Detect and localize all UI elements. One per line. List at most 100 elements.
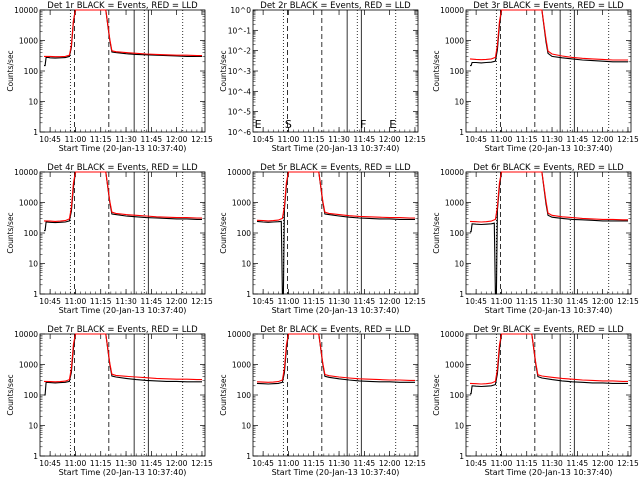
panel-title: Det 2r BLACK = Events, RED = LLD (260, 1, 411, 11)
x-tick-label: 11:45 (141, 297, 163, 306)
panel-title: Det 5r BLACK = Events, RED = LLD (260, 163, 411, 173)
y-tick-label: 10000 (440, 6, 464, 15)
y-tick-label: 1000 (445, 361, 464, 370)
x-axis-label: Start Time (20-Jan-13 10:37:40) (272, 306, 400, 315)
y-tick-label: 1000 (445, 199, 464, 208)
x-tick-label: 12:15 (617, 135, 639, 144)
series-events-line (44, 333, 202, 396)
x-tick-label: 11:45 (141, 459, 163, 468)
annotation-letter: E (255, 118, 262, 131)
y-tick-label: 10000 (440, 330, 464, 339)
x-tick-label: 11:45 (567, 297, 589, 306)
panel-title: Det 6r BLACK = Events, RED = LLD (473, 163, 624, 173)
x-tick-label: 11:30 (328, 297, 350, 306)
x-tick-label: 11:45 (567, 135, 589, 144)
series-events-line (470, 171, 628, 295)
x-tick-label: 12:15 (404, 135, 426, 144)
x-tick-label: 11:45 (354, 135, 376, 144)
x-tick-label: 11:00 (65, 135, 87, 144)
plot-frame (465, 9, 632, 133)
y-axis-label: Counts/sec (219, 212, 228, 253)
y-tick-label: 10000 (440, 168, 464, 177)
x-tick-label: 12:15 (617, 297, 639, 306)
y-tick-label: 1 (246, 290, 251, 299)
x-tick-label: 11:30 (541, 459, 563, 468)
y-tick-label: 1 (459, 290, 464, 299)
y-tick-label: 10 (241, 422, 251, 431)
x-tick-label: 12:00 (166, 297, 188, 306)
y-tick-label: 1000 (19, 361, 38, 370)
panel-title: Det 3r BLACK = Events, RED = LLD (473, 1, 624, 11)
series-events-line (470, 333, 628, 395)
y-tick-label: 10^-5 (228, 108, 252, 117)
y-tick-label: 10000 (14, 168, 38, 177)
x-tick-label: 11:30 (115, 297, 137, 306)
panel-det-4r: Det 4r BLACK = Events, RED = LLD 1 10 100 10… (6, 163, 213, 315)
y-tick-label: 10^-2 (228, 47, 252, 56)
x-tick-label: 10:45 (252, 135, 274, 144)
x-tick-label: 11:45 (141, 135, 163, 144)
y-axis-label: Counts/sec (6, 212, 15, 253)
panel-det-8r: Det 8r BLACK = Events, RED = LLD 1 10 100 10… (219, 325, 426, 477)
y-tick-label: 1 (459, 128, 464, 137)
y-tick-label: 10000 (14, 330, 38, 339)
x-tick-label: 10:45 (252, 297, 274, 306)
x-axis-label: Start Time (20-Jan-13 10:37:40) (272, 468, 400, 477)
x-tick-label: 11:00 (278, 135, 300, 144)
x-tick-label: 11:00 (278, 459, 300, 468)
panel-title: Det 7r BLACK = Events, RED = LLD (47, 325, 198, 335)
x-axis-label: Start Time (20-Jan-13 10:37:40) (59, 468, 187, 477)
x-tick-label: 11:00 (65, 297, 87, 306)
x-tick-label: 10:45 (39, 297, 61, 306)
x-tick-label: 11:30 (115, 459, 137, 468)
panel-det-1r: Det 1r BLACK = Events, RED = LLD 1 10 100 10… (6, 1, 213, 153)
x-tick-label: 10:45 (465, 459, 487, 468)
x-tick-label: 11:45 (354, 459, 376, 468)
series-events-line (470, 9, 628, 67)
y-axis-label: Counts/sec (219, 50, 228, 91)
y-tick-label: 10 (454, 260, 464, 269)
y-tick-label: 10000 (14, 6, 38, 15)
y-tick-label: 10000 (227, 330, 251, 339)
panel-det-5r: Det 5r BLACK = Events, RED = LLD 1 10 100 10… (219, 163, 426, 315)
x-tick-label: 11:00 (491, 459, 513, 468)
panel-det-7r: Det 7r BLACK = Events, RED = LLD 1 10 100 10… (6, 325, 213, 477)
series-events-line (256, 171, 415, 295)
series-lld-line (44, 9, 202, 58)
y-axis-label: Counts/sec (432, 374, 441, 415)
x-tick-label: 11:15 (516, 459, 538, 468)
x-tick-label: 11:00 (278, 297, 300, 306)
y-tick-label: 10 (241, 260, 251, 269)
y-tick-label: 10^-6 (228, 128, 252, 137)
x-tick-label: 12:00 (166, 135, 188, 144)
y-tick-label: 10^-1 (228, 26, 252, 35)
plot-frame (39, 9, 206, 133)
plot-frame (252, 333, 419, 457)
x-tick-label: 11:15 (90, 135, 112, 144)
series-lld-line (43, 171, 202, 222)
panel-det-3r: Det 3r BLACK = Events, RED = LLD 1 10 100 10… (432, 1, 639, 153)
y-tick-label: 1 (33, 290, 38, 299)
x-axis-label: Start Time (20-Jan-13 10:37:40) (272, 144, 400, 153)
x-tick-label: 10:45 (39, 459, 61, 468)
x-tick-label: 11:30 (328, 135, 350, 144)
x-axis-label: Start Time (20-Jan-13 10:37:40) (485, 468, 613, 477)
x-tick-label: 12:15 (404, 459, 426, 468)
panel-det-6r: Det 6r BLACK = Events, RED = LLD 1 10 100 10… (432, 163, 639, 315)
x-tick-label: 11:15 (303, 135, 325, 144)
x-tick-label: 12:00 (166, 459, 188, 468)
series-lld-line (469, 171, 628, 223)
x-tick-label: 12:00 (379, 297, 401, 306)
x-axis-label: Start Time (20-Jan-13 10:37:40) (59, 144, 187, 153)
x-tick-label: 11:15 (516, 297, 538, 306)
x-tick-label: 12:15 (617, 459, 639, 468)
series-events-line (44, 9, 202, 67)
x-tick-label: 11:30 (541, 297, 563, 306)
panel-det-2r: Det 2r BLACK = Events, RED = LLD 10^-6 10^… (219, 1, 426, 153)
y-tick-label: 100 (24, 67, 39, 76)
panel-title: Det 4r BLACK = Events, RED = LLD (47, 163, 198, 173)
x-axis-label: Start Time (20-Jan-13 10:37:40) (485, 144, 613, 153)
annotation-letter: F (360, 118, 366, 131)
x-tick-label: 11:15 (516, 135, 538, 144)
x-tick-label: 11:30 (115, 135, 137, 144)
